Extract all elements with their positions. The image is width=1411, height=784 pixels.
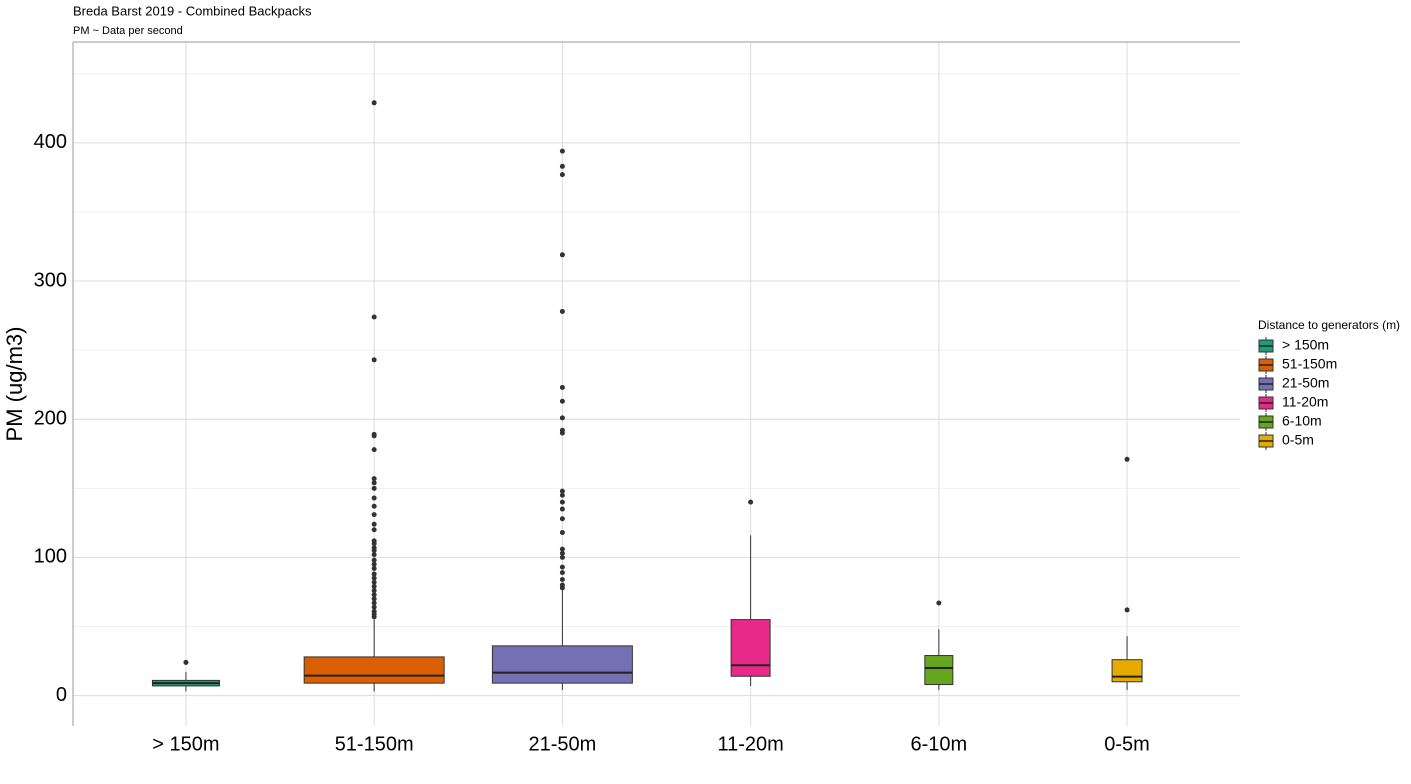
box <box>924 655 954 686</box>
outlier <box>559 577 565 583</box>
outlier <box>559 585 565 591</box>
x-tick-label: 51-150m <box>335 733 414 755</box>
legend-label: 21-50m <box>1282 375 1329 391</box>
outlier <box>1124 456 1130 462</box>
outlier <box>371 596 377 602</box>
outlier <box>936 600 942 606</box>
outlier <box>371 552 377 558</box>
outlier <box>371 571 377 577</box>
outlier <box>559 163 565 169</box>
outlier <box>371 476 377 482</box>
outlier <box>371 588 377 594</box>
outlier <box>371 604 377 610</box>
y-tick-label: 0 <box>56 684 67 706</box>
box <box>491 645 633 684</box>
chart-title: Breda Barst 2019 - Combined Backpacks <box>73 3 312 18</box>
outlier <box>371 503 377 509</box>
outlier <box>371 495 377 501</box>
outlier <box>371 541 377 547</box>
box <box>1111 659 1143 683</box>
outlier <box>559 492 565 498</box>
outlier <box>559 554 565 560</box>
outlier <box>371 512 377 518</box>
legend-label: 6-10m <box>1282 413 1322 429</box>
legend-label: 51-150m <box>1282 356 1337 372</box>
x-tick-label: > 150m <box>152 733 219 755</box>
legend-label: 11-20m <box>1282 394 1328 410</box>
y-tick-label: 200 <box>34 408 67 430</box>
outlier <box>371 447 377 453</box>
outlier <box>559 398 565 404</box>
outlier <box>371 548 377 554</box>
outlier <box>371 314 377 320</box>
y-axis-label: PM (ug/m3) <box>2 327 27 442</box>
outlier <box>371 521 377 527</box>
outlier <box>559 252 565 258</box>
y-tick-label: 400 <box>34 131 67 153</box>
outlier <box>371 433 377 439</box>
outlier <box>559 516 565 522</box>
y-tick-label: 100 <box>34 546 67 568</box>
outlier <box>371 557 377 563</box>
outlier <box>371 575 377 581</box>
outlier <box>559 499 565 505</box>
x-tick-label: 11-20m <box>717 733 783 755</box>
legend-label: > 150m <box>1282 337 1329 353</box>
outlier <box>371 592 377 598</box>
outlier <box>371 614 377 620</box>
legend-label: 0-5m <box>1282 432 1314 448</box>
outlier <box>559 415 565 421</box>
outlier <box>183 659 189 665</box>
outlier <box>559 546 565 552</box>
outlier <box>371 579 377 585</box>
box <box>730 619 771 677</box>
outlier <box>371 527 377 533</box>
outlier <box>559 172 565 178</box>
y-tick-label: 300 <box>34 269 67 291</box>
outlier <box>371 600 377 606</box>
outlier <box>559 148 565 154</box>
legend-title: Distance to generators (m) <box>1258 318 1400 332</box>
outlier <box>748 499 754 505</box>
outlier <box>559 506 565 512</box>
outlier <box>559 384 565 390</box>
box <box>303 656 445 684</box>
outlier <box>559 488 565 494</box>
x-tick-label: 21-50m <box>528 733 596 755</box>
outlier <box>1124 607 1130 613</box>
outlier <box>371 561 377 567</box>
outlier <box>559 430 565 436</box>
chart-subtitle: PM ~ Data per second <box>73 25 183 37</box>
outlier <box>371 357 377 363</box>
outlier <box>371 565 377 571</box>
outlier <box>371 485 377 491</box>
outlier <box>371 583 377 589</box>
outlier <box>559 550 565 556</box>
outlier <box>559 530 565 536</box>
x-tick-label: 6-10m <box>910 733 967 755</box>
outlier <box>559 564 565 570</box>
outlier <box>371 480 377 486</box>
outlier <box>371 100 377 106</box>
outlier <box>559 308 565 314</box>
outlier <box>559 570 565 576</box>
x-tick-label: 0-5m <box>1104 733 1150 755</box>
